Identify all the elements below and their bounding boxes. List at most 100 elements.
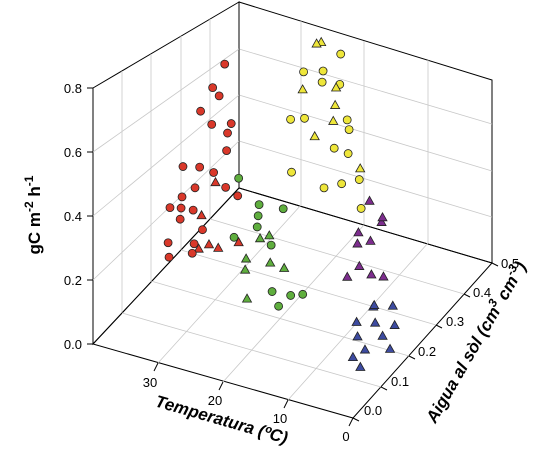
data-point-circle [286, 291, 296, 300]
data-point-triangle [241, 293, 253, 303]
data-point-circle [274, 301, 284, 311]
data-point-circle [198, 225, 207, 235]
data-point-triangle [354, 260, 365, 270]
data-point-circle [317, 77, 327, 87]
data-point-triangle [347, 351, 359, 362]
data-point-circle [266, 240, 276, 250]
data-point-circle [195, 162, 205, 172]
data-point-circle [163, 238, 173, 248]
data-point-triangle [264, 230, 275, 240]
data-points [163, 36, 400, 371]
data-point-circle [207, 120, 217, 129]
back-wall [238, 1, 493, 264]
data-point-triangle [297, 84, 308, 94]
data-point-circle [286, 114, 295, 124]
data-point-circle [318, 66, 328, 76]
z-axis-label: gC m-2 h-1 [22, 175, 44, 254]
data-point-circle [229, 232, 239, 242]
data-point-circle [337, 179, 347, 189]
data-point-circle [336, 49, 346, 59]
data-point-circle [208, 83, 218, 93]
data-point-circle [188, 205, 198, 215]
data-point-triangle [210, 176, 221, 187]
data-point-circle [254, 200, 264, 210]
data-point-circle [196, 106, 206, 116]
data-point-triangle [329, 99, 341, 109]
data-point-triangle [355, 361, 366, 371]
data-point-triangle [196, 209, 207, 220]
x-tick-label: 0 [342, 429, 349, 444]
data-point-triangle [330, 82, 342, 92]
data-point-triangle [328, 115, 339, 125]
data-point-triangle [369, 317, 381, 327]
x-axis: 30 20 10 0 Temperatura (ºC) [143, 362, 354, 448]
data-point-triangle [387, 300, 398, 310]
data-point-triangle [389, 319, 400, 329]
y-tick-label: 0.1 [391, 374, 409, 389]
y-tick-label: 0.2 [418, 344, 436, 359]
data-point-triangle [377, 211, 388, 222]
data-point-triangle [366, 269, 377, 279]
data-point-triangle [359, 344, 371, 354]
data-point-triangle [203, 239, 215, 249]
data-point-triangle [378, 271, 389, 281]
data-point-circle [164, 252, 174, 262]
data-point-circle [253, 211, 263, 221]
data-point-circle [222, 146, 232, 156]
y-axis: 0.0 0.1 0.2 0.3 0.4 0.5 Aigua al sòl (cm… [352, 256, 530, 427]
data-point-circle [214, 91, 224, 101]
data-point-triangle [309, 130, 320, 141]
data-point-circle [342, 115, 352, 125]
data-point-triangle [240, 253, 252, 263]
data-point-triangle [353, 227, 364, 237]
data-point-circle [175, 214, 185, 224]
y-tick-label: 0.5 [501, 256, 519, 271]
data-point-circle [176, 203, 186, 213]
side-wall [92, 1, 240, 346]
data-point-circle [209, 168, 219, 177]
y-tick-label: 0.4 [473, 285, 491, 300]
data-point-triangle [384, 343, 396, 353]
data-point-circle [299, 67, 308, 77]
data-point-triangle [233, 236, 244, 247]
data-point-circle [287, 167, 296, 177]
data-point-circle [356, 204, 366, 213]
data-point-circle [233, 191, 243, 201]
data-point-triangle [355, 163, 366, 173]
z-tick-label: 0.4 [64, 209, 82, 224]
data-point-triangle [351, 316, 362, 326]
data-point-triangle [369, 299, 380, 309]
data-point-circle [343, 149, 353, 158]
data-point-triangle [265, 257, 276, 267]
x-tick-label: 20 [208, 393, 222, 408]
data-point-circle [298, 289, 308, 299]
data-point-circle [177, 192, 187, 202]
data-point-circle [178, 162, 188, 171]
data-point-circle [223, 128, 232, 138]
data-point-triangle [254, 232, 266, 243]
data-point-circle [234, 173, 244, 183]
data-point-triangle [278, 262, 290, 272]
floor-grid [92, 187, 493, 419]
data-point-circle [319, 183, 329, 193]
y-tick-label: 0.0 [364, 403, 382, 418]
data-point-triangle [239, 264, 251, 274]
data-point-circle [165, 203, 175, 213]
data-point-triangle [213, 242, 224, 252]
z-tick-label: 0.6 [64, 145, 82, 160]
data-point-circle [226, 119, 236, 128]
data-point-circle [220, 59, 230, 69]
data-point-triangle [365, 235, 376, 245]
data-point-circle [267, 287, 277, 296]
z-tick-label: 0.2 [64, 273, 82, 288]
z-tick-label: 0.0 [64, 337, 82, 352]
data-point-circle [190, 183, 200, 193]
z-axis: 0.0 0.2 0.4 0.6 0.8 gC m-2 h-1 [22, 81, 93, 352]
data-point-circle [221, 182, 231, 192]
data-point-circle [300, 113, 309, 123]
data-point-circle [278, 204, 288, 214]
data-point-circle [252, 222, 262, 232]
data-point-triangle [311, 38, 322, 48]
